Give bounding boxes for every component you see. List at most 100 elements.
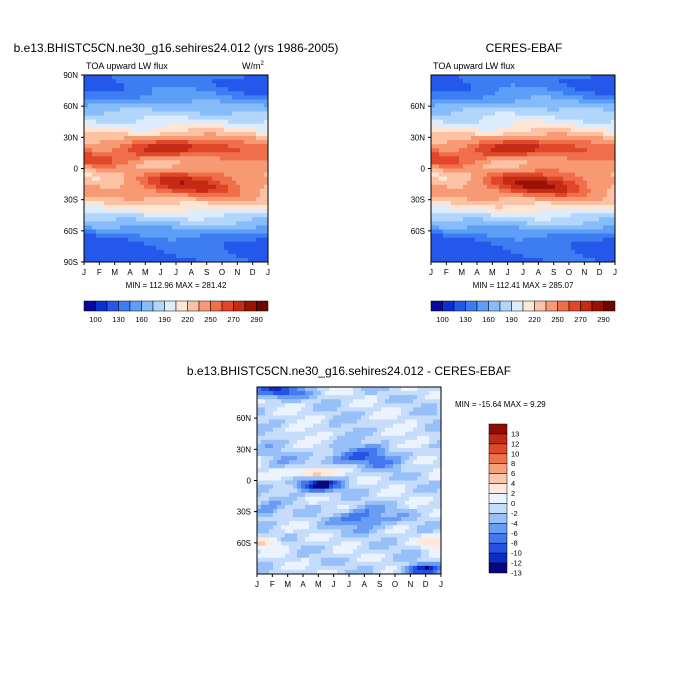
- field-cell: [443, 172, 448, 177]
- field-cell: [431, 164, 436, 169]
- field-cell: [200, 192, 205, 198]
- field-cell: [112, 253, 117, 259]
- field-cell: [435, 196, 440, 202]
- field-cell: [108, 83, 113, 88]
- field-cell: [297, 419, 302, 424]
- field-cell: [523, 115, 528, 121]
- field-cell: [92, 103, 97, 108]
- colorbar-label: 290: [597, 315, 610, 324]
- field-cell: [164, 245, 169, 251]
- field-cell: [325, 435, 330, 441]
- field-cell: [439, 249, 444, 255]
- field-cell: [232, 233, 237, 238]
- field-cell: [511, 111, 516, 117]
- field-cell: [132, 205, 137, 210]
- field-cell: [539, 156, 544, 161]
- field-cell: [611, 188, 616, 194]
- field-cell: [124, 249, 129, 255]
- field-cell: [136, 79, 141, 84]
- field-cell: [317, 415, 322, 420]
- field-cell: [180, 192, 185, 198]
- field-cell: [240, 144, 245, 149]
- field-cell: [495, 95, 500, 100]
- field-cell: [228, 257, 233, 263]
- field-cell: [112, 180, 117, 186]
- field-cell: [120, 83, 125, 88]
- field-cell: [204, 205, 209, 210]
- colorbar-label: 270: [227, 315, 240, 324]
- field-cell: [252, 144, 257, 149]
- field-cell: [579, 99, 584, 104]
- field-cell: [495, 103, 500, 108]
- field-cell: [232, 99, 237, 104]
- field-cell: [503, 188, 508, 194]
- field-cell: [539, 127, 544, 133]
- field-cell: [273, 435, 278, 441]
- field-cell: [377, 403, 382, 408]
- field-cell: [144, 87, 149, 92]
- field-cell: [491, 87, 496, 92]
- field-cell: [421, 419, 426, 424]
- field-cell: [144, 241, 149, 247]
- field-cell: [176, 152, 181, 157]
- field-cell: [611, 172, 616, 177]
- field-cell: [475, 144, 480, 149]
- field-cell: [188, 123, 193, 129]
- field-cell: [176, 119, 181, 125]
- field-cell: [389, 427, 394, 433]
- field-cell: [405, 415, 410, 420]
- field-cell: [467, 241, 472, 247]
- field-cell: [112, 95, 117, 100]
- field-cell: [88, 140, 93, 145]
- field-cell: [196, 237, 201, 243]
- field-cell: [160, 164, 165, 169]
- field-cell: [611, 217, 616, 222]
- field-cell: [132, 168, 137, 173]
- field-cell: [180, 95, 185, 100]
- field-cell: [192, 87, 197, 92]
- field-cell: [421, 395, 426, 400]
- field-cell: [248, 192, 253, 198]
- field-cell: [156, 245, 161, 251]
- field-cell: [108, 205, 113, 210]
- field-cell: [192, 107, 197, 112]
- field-cell: [220, 237, 225, 243]
- field-cell: [467, 225, 472, 230]
- field-cell: [224, 107, 229, 112]
- field-cell: [523, 201, 528, 206]
- field-cell: [487, 148, 492, 153]
- field-cell: [228, 237, 233, 243]
- field-cell: [401, 387, 406, 392]
- field-cell: [571, 152, 576, 157]
- field-cell: [463, 119, 468, 125]
- field-cell: [587, 192, 592, 198]
- field-cell: [447, 184, 452, 190]
- field-cell: [475, 245, 480, 251]
- field-cell: [587, 115, 592, 121]
- field-cell: [515, 192, 520, 198]
- field-cell: [333, 435, 338, 441]
- field-cell: [244, 79, 249, 84]
- field-cell: [591, 249, 596, 255]
- field-cell: [256, 127, 261, 133]
- field-cell: [289, 395, 294, 400]
- field-cell: [289, 403, 294, 408]
- field-cell: [607, 241, 612, 247]
- field-cell: [228, 229, 233, 234]
- field-cell: [559, 172, 564, 177]
- field-cell: [180, 180, 185, 186]
- field-cell: [192, 75, 197, 80]
- field-cell: [172, 135, 177, 141]
- field-cell: [281, 439, 286, 445]
- field-cell: [172, 205, 177, 210]
- field-cell: [240, 180, 245, 186]
- field-cell: [459, 160, 464, 165]
- field-cell: [192, 253, 197, 259]
- field-cell: [455, 168, 460, 173]
- field-cell: [479, 201, 484, 206]
- field-cell: [341, 439, 346, 445]
- field-cell: [180, 87, 185, 92]
- field-cell: [168, 192, 173, 198]
- field-cell: [443, 148, 448, 153]
- field-cell: [244, 168, 249, 173]
